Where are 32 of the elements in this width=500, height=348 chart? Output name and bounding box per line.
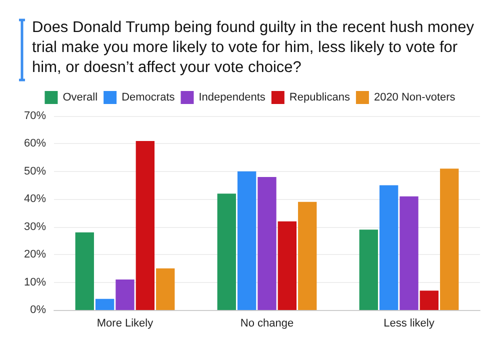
bar [116, 280, 134, 310]
y-tick-label: 10% [24, 276, 46, 288]
legend-label: Independents [198, 92, 266, 104]
bar [75, 232, 94, 310]
x-tick-label: No change [240, 318, 294, 330]
bar [278, 221, 297, 310]
legend-label: Republicans [289, 92, 350, 104]
bar [359, 230, 378, 310]
x-tick-label: More Likely [96, 318, 154, 330]
bar [237, 171, 256, 310]
y-tick-label: 60% [24, 138, 46, 150]
chart-title: Does Donald Trump being found guilty in the recent hush money trial make you more likely to vote for him, less likely to vote for him, or doesn’t affect your vote choice? [32, 18, 476, 78]
legend-label: Overall [62, 92, 98, 104]
y-tick-label: 0% [30, 304, 46, 316]
bar [298, 202, 317, 310]
legend-label: Democrats [122, 92, 176, 104]
bar [440, 168, 459, 310]
y-tick-label: 70% [24, 110, 46, 122]
bar [400, 196, 418, 310]
legend-label: 2020 Non-voters [374, 92, 456, 104]
bar [217, 194, 236, 310]
x-tick-label: Less likely [384, 318, 435, 330]
bar [95, 298, 114, 310]
y-tick-label: 20% [24, 248, 46, 261]
bar [156, 268, 175, 310]
bar [136, 140, 155, 310]
bar [379, 185, 398, 310]
bar [258, 176, 276, 310]
y-tick-label: 50% [24, 165, 46, 178]
bar [420, 290, 439, 310]
y-tick-label: 40% [24, 193, 46, 206]
y-tick-label: 30% [24, 220, 46, 233]
